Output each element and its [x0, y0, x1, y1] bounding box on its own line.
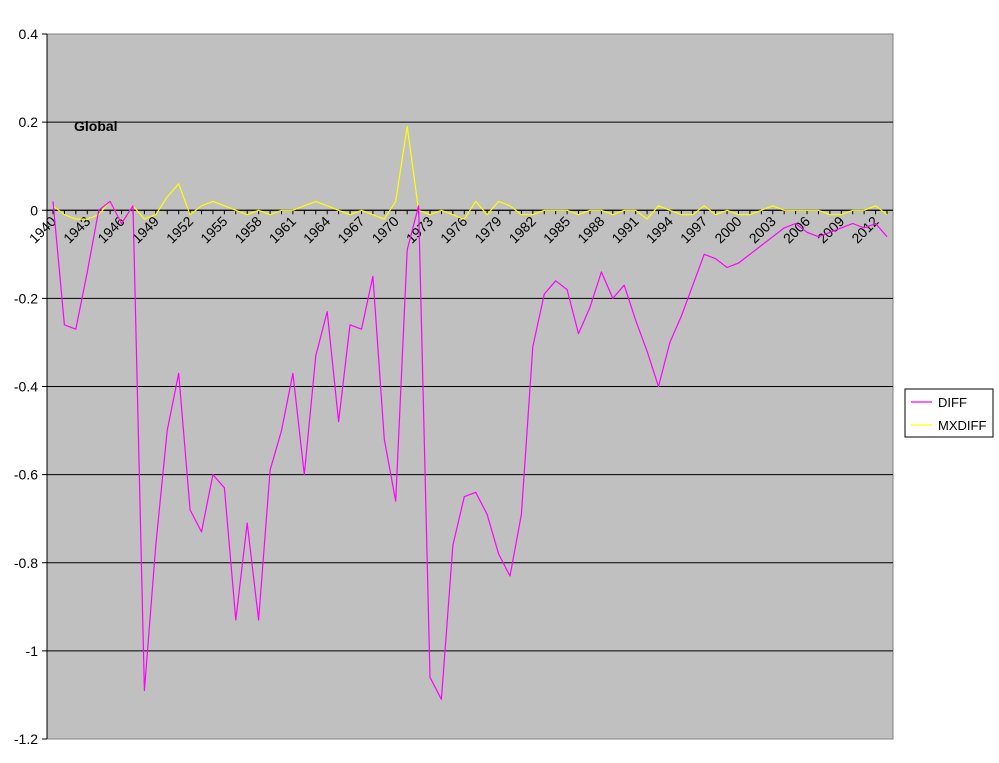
y-axis: 0.4 0.2 0 -0.2 -0.4 -0.6 -0.8 -1 -1.2	[14, 26, 48, 747]
y-tick-label: -0.2	[14, 290, 38, 306]
y-tick-label: -0.4	[14, 379, 38, 395]
y-tick-label: 0.4	[19, 26, 39, 42]
y-tick-label: -0.8	[14, 555, 38, 571]
legend-label-mxdiff: MXDIFF	[938, 418, 986, 433]
y-tick-label: -0.6	[14, 467, 38, 483]
legend-box	[904, 388, 994, 438]
series-group	[52, 125, 888, 700]
series-line-mxdiff	[52, 125, 888, 225]
y-tick-label: -1	[26, 643, 39, 659]
y-tick-label: 0	[30, 202, 38, 218]
y-tick-label: -1.2	[14, 731, 38, 747]
chart-title: Global	[74, 118, 118, 134]
y-tick-label: 0.2	[19, 114, 39, 130]
series-line-diff	[52, 200, 888, 700]
legend: DIFF MXDIFF	[904, 388, 994, 438]
legend-label-diff: DIFF	[938, 395, 967, 410]
